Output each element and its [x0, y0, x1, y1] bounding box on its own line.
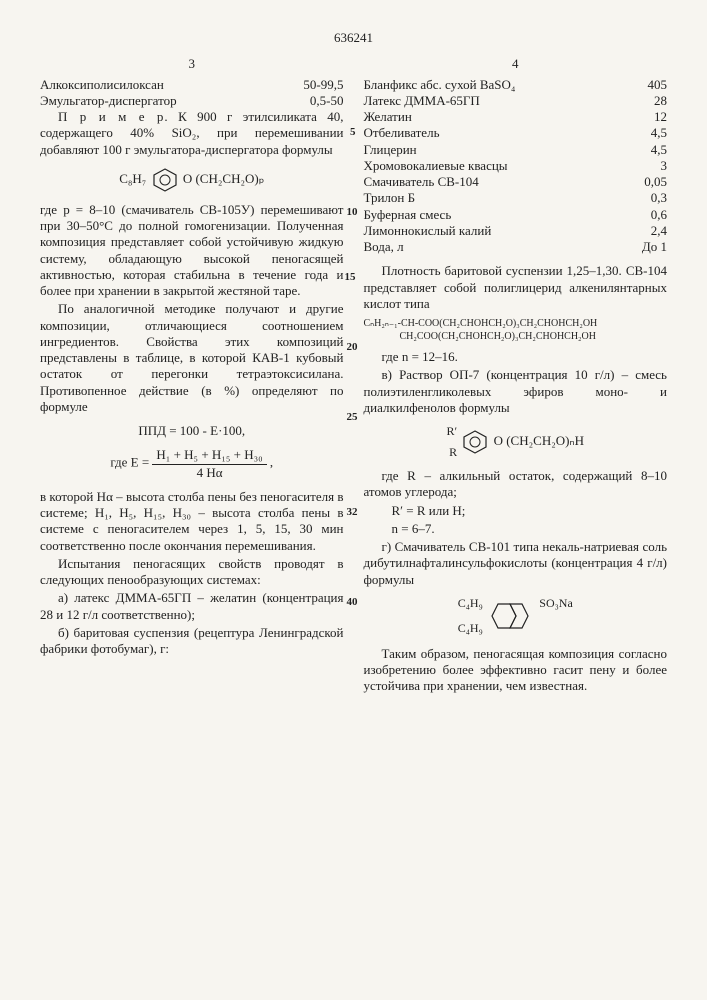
table-row: Буферная смесь0,6: [364, 207, 668, 223]
chem2-top: R′: [446, 424, 457, 439]
line-marker: 25: [347, 411, 358, 425]
benzene-icon: [150, 166, 180, 194]
ing2-val: 0,5-50: [302, 93, 344, 109]
doc-number: 636241: [40, 30, 667, 46]
row-name: Желатин: [364, 109, 647, 125]
chem2-bot: R: [446, 445, 457, 460]
r-para-6: n = 6–7.: [364, 521, 668, 537]
table-row: Трилон Б0,3: [364, 190, 668, 206]
table-row: Смачиватель СВ-1040,05: [364, 174, 668, 190]
para-7: б) баритовая суспензия (рецептура Ленинг…: [40, 625, 344, 658]
row-name: Лимоннокислый калий: [364, 223, 643, 239]
formula-3: где Е = H₁ + H₅ + H₁₅ + H₃₀ 4 Hα ,: [40, 447, 344, 481]
r-para-3: в) Раствор ОП-7 (концентрация 10 г/л) – …: [364, 367, 668, 416]
fraction: H₁ + H₅ + H₁₅ + H₃₀ 4 Hα: [152, 447, 266, 481]
table-row: Отбеливатель4,5: [364, 125, 668, 141]
chem-formula-3: C₄H₉ C₄H₉ SO₃Na: [364, 596, 668, 636]
para-4: в которой Hα – высота столба пены без пе…: [40, 489, 344, 554]
row-value: 405: [640, 77, 668, 93]
ingredient-row-2: Эмульгатор-диспергатор 0,5-50: [40, 93, 344, 109]
f1-right: O (CH₂CH₂O)ₚ: [183, 171, 264, 186]
example-title: П р и м е р: [58, 109, 164, 124]
para-6: а) латекс ДММА-65ГП – желатин (концентра…: [40, 590, 344, 623]
row-value: 4,5: [643, 125, 667, 141]
row-name: Латекс ДММА-65ГП: [364, 93, 647, 109]
table-row: Хромовокалиевые квасцы3: [364, 158, 668, 174]
row-name: Хромовокалиевые квасцы: [364, 158, 653, 174]
row-value: 4,5: [643, 142, 667, 158]
chem3-r: SO₃Na: [539, 596, 573, 610]
r-para-7: г) Смачиватель СВ-101 типа некаль-натрие…: [364, 539, 668, 588]
table-row: Вода, лДо 1: [364, 239, 668, 255]
table-row: Лимоннокислый калий2,4: [364, 223, 668, 239]
r-para-1: Плотность баритовой суспензии 1,25–1,30.…: [364, 263, 668, 312]
col-num-left: 3: [40, 56, 344, 72]
line-marker: 20: [347, 341, 358, 355]
row-name: Бланфикс абс. сухой BaSO₄: [364, 77, 640, 93]
line-marker: 5: [350, 126, 356, 140]
line-marker: 32: [347, 506, 358, 520]
naphthalene-icon: [486, 600, 536, 632]
ing2-name: Эмульгатор-диспергатор: [40, 93, 302, 109]
table-row: Бланфикс абс. сухой BaSO₄405: [364, 77, 668, 93]
row-value: 12: [646, 109, 667, 125]
row-value: 28: [646, 93, 667, 109]
row-value: 2,4: [643, 223, 667, 239]
benzene-icon: [460, 428, 490, 456]
r-para-4: где R – алкильный остаток, содержащий 8–…: [364, 468, 668, 501]
para-5: Испытания пеногасящих свойств проводят в…: [40, 556, 344, 589]
left-column: 3 Алкоксиполисилоксан 50-99,5 Эмульгатор…: [40, 56, 344, 696]
row-name: Трилон Б: [364, 190, 643, 206]
row-value: 0,05: [636, 174, 667, 190]
para-3: По аналогичной методике получают и други…: [40, 301, 344, 415]
line-marker: 15: [345, 271, 356, 285]
row-value: 0,3: [643, 190, 667, 206]
page-columns: 3 Алкоксиполисилоксан 50-99,5 Эмульгатор…: [40, 56, 667, 696]
f3-den: 4 Hα: [152, 465, 266, 481]
chem-formula-1: CₙH₂ₙ₋₁-CH-COO(CH₂CHOHCH₂O)₃CH₂CHOHCH₂OH…: [364, 318, 668, 343]
row-value: 0,6: [643, 207, 667, 223]
formula-2: ППД = 100 - Е·100,: [40, 423, 344, 439]
line-marker: 40: [347, 596, 358, 610]
chem3-l1: C₄H₉: [458, 596, 483, 611]
chem2-right: O (CH₂CH₂O)ₙH: [494, 433, 584, 448]
table-row: Латекс ДММА-65ГП28: [364, 93, 668, 109]
para-example: П р и м е р. К 900 г этилсиликата 40, со…: [40, 109, 344, 158]
row-name: Смачиватель СВ-104: [364, 174, 637, 190]
row-name: Вода, л: [364, 239, 634, 255]
para-2: где p = 8–10 (смачиватель СВ-105У) перем…: [40, 202, 344, 300]
ingredient-row-1: Алкоксиполисилоксан 50-99,5: [40, 77, 344, 93]
ing1-val: 50-99,5: [295, 77, 343, 93]
line-marker: 10: [347, 206, 358, 220]
chem1b: CH₂COO(CH₂CHOHCH₂O)₃CH₂CHOHCH₂OH: [364, 331, 668, 344]
chem1a: CₙH₂ₙ₋₁-CH-COO(CH₂CHOHCH₂O)₃CH₂CHOHCH₂OH: [364, 318, 668, 331]
chem-formula-2: R′ R O (CH₂CH₂O)ₙH: [364, 424, 668, 460]
table-row: Глицерин4,5: [364, 142, 668, 158]
recipe-table: Бланфикс абс. сухой BaSO₄405Латекс ДММА-…: [364, 77, 668, 256]
formula-1: C₈H₇ O (CH₂CH₂O)ₚ: [40, 166, 344, 194]
chem3-l2: C₄H₉: [458, 621, 483, 636]
r-para-5: R′ = R или H;: [364, 503, 668, 519]
row-name: Глицерин: [364, 142, 643, 158]
row-value: До 1: [634, 239, 667, 255]
right-column: 4 Бланфикс абс. сухой BaSO₄405Латекс ДММ…: [364, 56, 668, 696]
f3-num: H₁ + H₅ + H₁₅ + H₃₀: [152, 447, 266, 464]
f1-left: C₈H₇: [119, 171, 146, 186]
f3-label: где Е =: [110, 455, 149, 470]
row-name: Отбеливатель: [364, 125, 643, 141]
col-num-right: 4: [364, 56, 668, 72]
r-para-8: Таким образом, пеногасящая композиция со…: [364, 646, 668, 695]
r-para-2: где n = 12–16.: [364, 349, 668, 365]
table-row: Желатин12: [364, 109, 668, 125]
row-value: 3: [653, 158, 668, 174]
row-name: Буферная смесь: [364, 207, 643, 223]
ing1-name: Алкоксиполисилоксан: [40, 77, 295, 93]
